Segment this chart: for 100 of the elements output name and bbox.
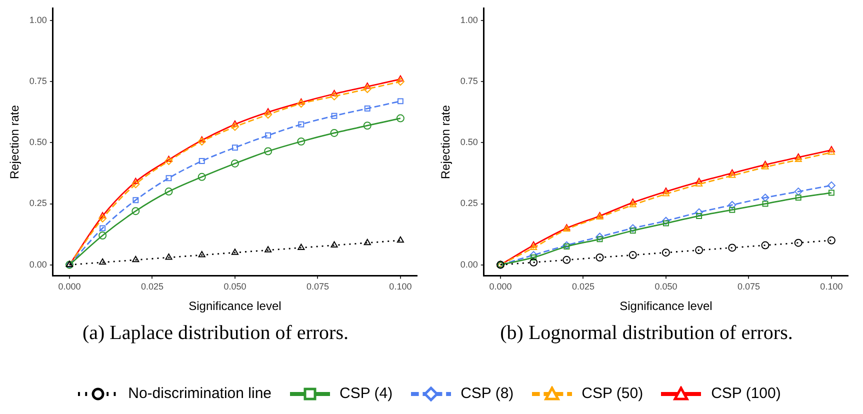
point	[762, 163, 769, 170]
legend-label: CSP (8)	[460, 385, 514, 402]
point	[132, 178, 140, 184]
y-tick-label: 0.00	[460, 259, 478, 270]
y-tick-label: 0.25	[29, 198, 47, 208]
point	[728, 200, 736, 209]
point	[364, 82, 371, 89]
point	[331, 112, 338, 119]
point	[662, 216, 670, 225]
text: (b) Lognormal distribution of errors.	[499, 322, 794, 345]
point	[230, 159, 239, 168]
point	[629, 198, 636, 205]
y-tick-label: 1.00	[29, 15, 47, 26]
point	[397, 98, 404, 104]
point	[729, 206, 736, 213]
x-tick-label: 0.000	[489, 282, 512, 292]
point	[364, 106, 370, 112]
x-axis-title: Significance level	[620, 299, 712, 314]
point	[828, 148, 835, 155]
point	[827, 181, 836, 190]
point	[530, 258, 538, 266]
point	[165, 253, 172, 260]
point	[298, 121, 304, 128]
text: (a) Laplace distribution of errors.	[81, 322, 350, 345]
point	[297, 100, 306, 108]
point	[662, 188, 670, 194]
point	[662, 220, 669, 226]
legend-label: CSP (4)	[340, 385, 393, 402]
point	[794, 153, 802, 160]
point	[794, 238, 802, 247]
point	[628, 224, 637, 232]
legend-label: CSP (50)	[582, 385, 644, 402]
point	[562, 256, 571, 264]
y-tick-label: 0.50	[29, 137, 47, 148]
point	[132, 207, 140, 216]
legend-label: No-discrimination line	[128, 385, 272, 402]
point	[596, 236, 603, 242]
point	[629, 200, 636, 208]
point	[761, 194, 770, 202]
point	[564, 244, 570, 250]
point	[98, 232, 107, 240]
point	[630, 228, 636, 234]
point	[695, 208, 704, 216]
point	[662, 190, 670, 196]
point	[762, 200, 768, 207]
point	[99, 258, 106, 265]
point	[728, 244, 736, 252]
x-axis-title: Significance level	[188, 299, 282, 314]
point	[530, 254, 537, 260]
point	[794, 188, 802, 196]
point	[198, 251, 206, 258]
point	[696, 180, 703, 186]
point	[596, 253, 604, 262]
point	[628, 251, 637, 260]
y-axis-title: Rejection rate	[438, 104, 453, 180]
point	[363, 84, 372, 93]
x-tick-label: 0.100	[820, 282, 843, 292]
point	[728, 172, 736, 178]
point	[762, 160, 769, 167]
point	[330, 241, 338, 248]
x-tick-label: 0.050	[224, 282, 246, 292]
point	[264, 246, 272, 252]
point	[132, 180, 140, 188]
point	[298, 244, 305, 250]
point	[330, 92, 338, 100]
point	[363, 122, 372, 130]
x-tick-label: 0.025	[572, 282, 594, 292]
point	[230, 122, 239, 131]
point	[98, 214, 107, 222]
point	[396, 236, 404, 243]
point	[695, 246, 704, 254]
x-tick-label: 0.075	[306, 282, 329, 292]
point	[696, 212, 702, 219]
x-tick-label: 0.075	[737, 282, 760, 292]
point	[596, 232, 604, 241]
point	[761, 241, 770, 250]
point	[166, 175, 172, 182]
point	[364, 238, 371, 246]
point	[164, 157, 173, 166]
point	[330, 128, 338, 137]
point	[530, 244, 538, 250]
point	[396, 78, 404, 86]
point	[264, 108, 272, 114]
point	[264, 147, 272, 156]
y-axis-title: Rejection rate	[8, 104, 22, 180]
point	[297, 137, 306, 146]
point	[164, 188, 173, 196]
legend-label: CSP (100)	[711, 385, 781, 402]
point	[828, 146, 835, 152]
point	[99, 212, 106, 218]
point	[231, 120, 238, 127]
point	[827, 236, 836, 244]
point	[265, 132, 272, 138]
point	[794, 156, 802, 162]
y-tick-label: 0.50	[460, 137, 478, 148]
point	[264, 110, 272, 119]
y-tick-label: 0.00	[29, 259, 47, 270]
point	[795, 194, 802, 201]
point	[662, 248, 670, 257]
point	[298, 98, 305, 105]
